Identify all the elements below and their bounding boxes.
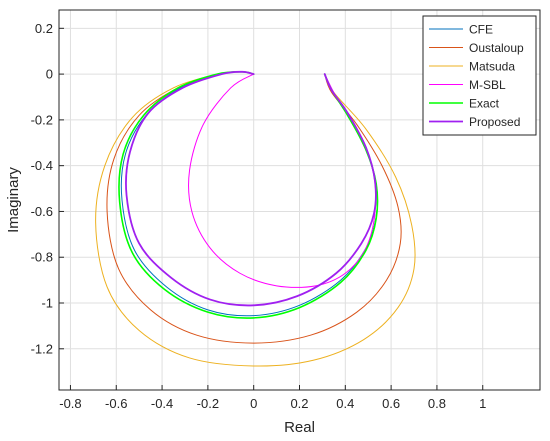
series-layer — [95, 70, 416, 367]
legend-label-matsuda: Matsuda — [469, 60, 515, 74]
legend: CFE Oustaloup Matsuda M-SBL Exact Proposed — [422, 15, 537, 136]
legend-label-m-sbl: M-SBL — [469, 78, 506, 92]
tick-labels: -0.8 -0.6 -0.4 -0.2 0 0.2 0.4 0.6 0.8 1 0.2 0 -0.2 -0… — [31, 21, 487, 411]
legend-label-exact: Exact — [469, 97, 500, 111]
x-tick-label: -0.2 — [197, 396, 219, 411]
plot-frame — [58, 9, 541, 391]
x-tick-label: 0.4 — [336, 396, 354, 411]
y-tick-label: -1.2 — [31, 341, 53, 356]
legend-label-oustaloup: Oustaloup — [469, 41, 524, 55]
x-tick-label: 0.6 — [382, 396, 400, 411]
x-tick-label: 1 — [479, 396, 486, 411]
y-tick-label: 0 — [46, 67, 53, 82]
legend-label-cfe: CFE — [469, 23, 493, 37]
y-tick-label: 0.2 — [35, 21, 53, 36]
series-line-matsuda — [95, 71, 416, 367]
y-tick-label: -0.2 — [31, 112, 53, 127]
x-tick-label: 0 — [250, 396, 257, 411]
y-tick-label: -0.6 — [31, 204, 53, 219]
y-tick-label: -0.4 — [31, 158, 53, 173]
y-tick-label: -0.8 — [31, 250, 53, 265]
x-tick-label: 0.8 — [428, 396, 446, 411]
x-axis-label: Real — [284, 419, 315, 436]
series-line-proposed — [125, 70, 377, 307]
x-tick-label: -0.6 — [105, 396, 127, 411]
x-tick-label: -0.8 — [59, 396, 81, 411]
y-tick-label: -1 — [41, 296, 53, 311]
legend-box — [422, 15, 537, 136]
y-axis-label: Imaginary — [5, 167, 22, 233]
legend-label-proposed: Proposed — [469, 115, 520, 129]
x-tick-label: 0.2 — [290, 396, 308, 411]
x-tick-label: -0.4 — [151, 396, 173, 411]
